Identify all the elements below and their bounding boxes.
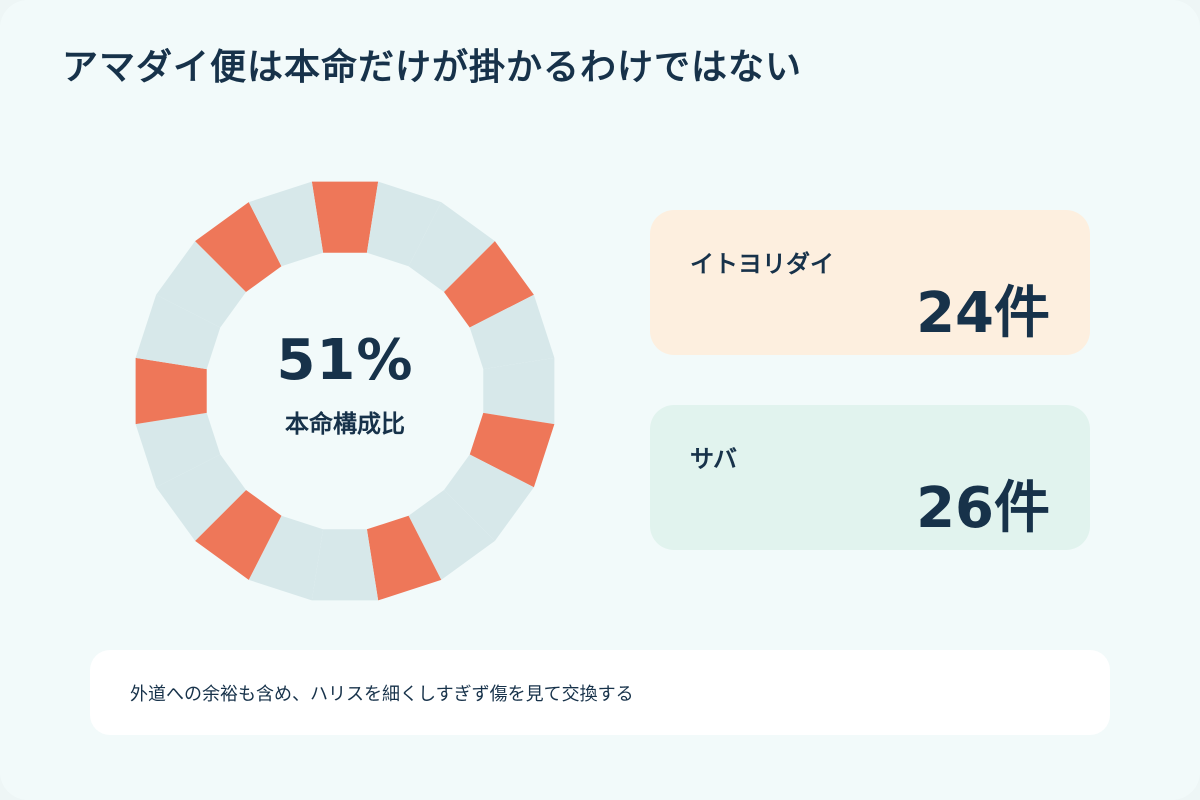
- ring-segment-base: [135, 294, 221, 370]
- ring-segment-highlight: [469, 412, 555, 488]
- ring-segment-highlight: [135, 357, 207, 425]
- ring-segment-highlight: [311, 181, 379, 253]
- ring-segment-base: [156, 454, 247, 541]
- center-label: 本命構成比: [285, 410, 405, 438]
- ring-segment-base: [483, 357, 555, 425]
- ring-segment-base: [248, 515, 324, 601]
- ring-segment-base: [156, 241, 247, 328]
- ring-segment-base: [311, 529, 379, 601]
- stat-card-itoyoridai: イトヨリダイ 24件: [650, 210, 1090, 355]
- ring-segment-base: [443, 454, 534, 541]
- ring-segment-highlight: [195, 489, 282, 580]
- stat-label: サバ: [690, 445, 738, 473]
- note-box: 外道への余裕も含め、ハリスを細くしすぎず傷を見て交換する: [90, 650, 1110, 735]
- ring-segment-base: [408, 489, 495, 580]
- ring-segment-base: [469, 294, 555, 370]
- ring-segment-base: [135, 412, 221, 488]
- ring-segment-base: [366, 181, 442, 267]
- stat-value: 26件: [916, 476, 1050, 541]
- stat-card-saba: サバ 26件: [650, 405, 1090, 550]
- ring-segment-highlight: [195, 202, 282, 293]
- ring-segment-base: [248, 181, 324, 267]
- stat-value: 24件: [916, 281, 1050, 346]
- stat-label: イトヨリダイ: [690, 250, 834, 278]
- segmented-donut-chart: 51% 本命構成比: [132, 178, 558, 604]
- ring-segment-base: [408, 202, 495, 293]
- ring-segment-highlight: [443, 241, 534, 328]
- note-text: 外道への余裕も含め、ハリスを細くしすぎず傷を見て交換する: [130, 684, 634, 705]
- page-title: アマダイ便は本命だけが掛かるわけではない: [62, 47, 803, 88]
- ring-segment-highlight: [366, 515, 442, 601]
- center-percentage: 51%: [276, 328, 414, 393]
- donut-ring-svg: [135, 181, 555, 601]
